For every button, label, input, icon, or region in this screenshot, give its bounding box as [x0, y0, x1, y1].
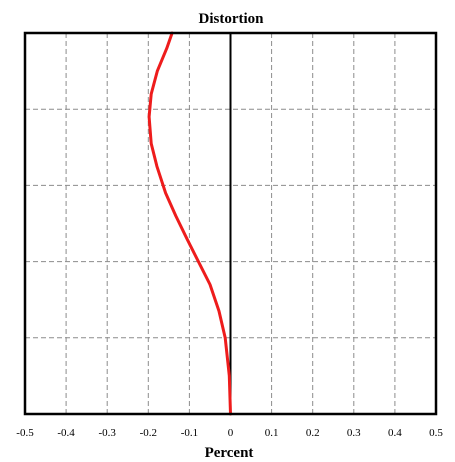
- x-tick-label: -0.2: [140, 427, 157, 439]
- x-tick-label: -0.4: [57, 427, 75, 439]
- x-axis-label: Percent: [205, 445, 254, 461]
- x-tick-label: 0.2: [306, 427, 320, 439]
- x-tick-label: 0.5: [429, 427, 443, 439]
- distortion-curve-line: [147, 31, 232, 416]
- grid-layer: [25, 33, 436, 414]
- x-tick-label: -0.1: [181, 427, 198, 439]
- x-tick-label: -0.5: [16, 427, 34, 439]
- x-tick-label: -0.3: [98, 427, 116, 439]
- chart-title: Distortion: [199, 11, 265, 27]
- x-tick-label: 0.1: [265, 427, 279, 439]
- plot-frame: [23, 31, 438, 416]
- x-tick-label: 0: [228, 427, 234, 439]
- x-tick-labels: -0.5 -0.4 -0.3 -0.2 -0.1 0 0.1 0.2 0.3 0.4 0.5: [16, 427, 443, 439]
- x-tick-label: 0.4: [388, 427, 402, 439]
- x-tick-label: 0.3: [347, 427, 361, 439]
